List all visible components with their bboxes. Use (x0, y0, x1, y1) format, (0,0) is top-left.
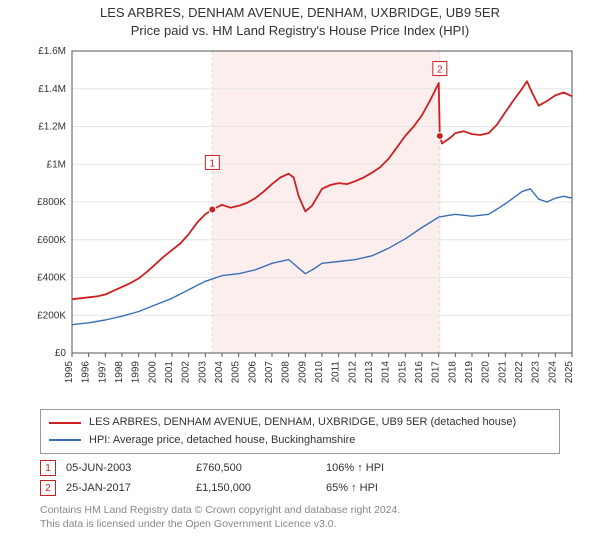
svg-text:£600K: £600K (37, 235, 66, 246)
svg-text:2007: 2007 (264, 361, 275, 384)
svg-text:2001: 2001 (164, 361, 175, 384)
svg-text:2014: 2014 (381, 361, 392, 384)
svg-text:2008: 2008 (281, 361, 292, 384)
marker-badge-1: 1 (40, 460, 56, 476)
svg-text:2024: 2024 (547, 361, 558, 384)
footer-attribution: Contains HM Land Registry data © Crown c… (40, 504, 560, 531)
footer-line-2: This data is licensed under the Open Gov… (40, 518, 337, 530)
svg-text:£0: £0 (55, 348, 67, 359)
svg-text:2015: 2015 (397, 361, 408, 384)
svg-text:2003: 2003 (197, 361, 208, 384)
svg-text:2012: 2012 (347, 361, 358, 384)
marker-badge-2: 2 (40, 480, 56, 496)
svg-text:2005: 2005 (231, 361, 242, 384)
chart-title: LES ARBRES, DENHAM AVENUE, DENHAM, UXBRI… (10, 4, 590, 39)
legend-row-2: HPI: Average price, detached house, Buck… (49, 432, 551, 450)
price-chart: £0 £200K £400K £600K £800K £1M £1.2M £1.4M £1.6M… (20, 43, 580, 403)
svg-text:2002: 2002 (181, 361, 192, 384)
svg-text:£400K: £400K (37, 273, 66, 284)
legend-swatch-1 (49, 422, 81, 424)
svg-text:£1M: £1M (47, 159, 66, 170)
legend-label-1: LES ARBRES, DENHAM AVENUE, DENHAM, UXBRI… (89, 414, 516, 432)
tx-pct: 65% ↑ HPI (326, 482, 446, 494)
svg-text:1996: 1996 (81, 361, 92, 384)
svg-text:2000: 2000 (147, 361, 158, 384)
svg-text:2022: 2022 (514, 361, 525, 384)
legend-row-1: LES ARBRES, DENHAM AVENUE, DENHAM, UXBRI… (49, 414, 551, 432)
svg-text:2025: 2025 (564, 361, 575, 384)
svg-text:1999: 1999 (131, 361, 142, 384)
svg-text:2004: 2004 (214, 361, 225, 384)
chart-svg: £0 £200K £400K £600K £800K £1M £1.2M £1.4M £1.6M… (20, 43, 580, 403)
svg-text:2016: 2016 (414, 361, 425, 384)
svg-text:2021: 2021 (497, 361, 508, 384)
svg-text:2023: 2023 (531, 361, 542, 384)
svg-text:£200K: £200K (37, 310, 66, 321)
svg-text:2009: 2009 (297, 361, 308, 384)
footer-line-1: Contains HM Land Registry data © Crown c… (40, 504, 400, 516)
legend-label-2: HPI: Average price, detached house, Buck… (89, 432, 355, 450)
svg-text:2020: 2020 (481, 361, 492, 384)
tx-price: £760,500 (196, 462, 316, 474)
tx-date: 25-JAN-2017 (66, 482, 186, 494)
svg-text:1: 1 (210, 159, 216, 170)
svg-text:1995: 1995 (64, 361, 75, 384)
tx-price: £1,150,000 (196, 482, 316, 494)
tx-date: 05-JUN-2003 (66, 462, 186, 474)
svg-text:2017: 2017 (431, 361, 442, 384)
svg-text:2010: 2010 (314, 361, 325, 384)
svg-text:2: 2 (437, 65, 443, 76)
legend-swatch-2 (49, 439, 81, 441)
svg-text:£800K: £800K (37, 197, 66, 208)
svg-text:£1.2M: £1.2M (38, 122, 66, 133)
svg-text:1998: 1998 (114, 361, 125, 384)
transaction-table: 1 05-JUN-2003 £760,500 106% ↑ HPI 2 25-J… (40, 458, 560, 498)
tx-pct: 106% ↑ HPI (326, 462, 446, 474)
svg-text:2013: 2013 (364, 361, 375, 384)
svg-text:2011: 2011 (331, 361, 342, 383)
svg-text:£1.6M: £1.6M (38, 46, 66, 57)
svg-text:£1.4M: £1.4M (38, 84, 66, 95)
svg-text:2019: 2019 (464, 361, 475, 384)
svg-text:2006: 2006 (247, 361, 258, 384)
legend: LES ARBRES, DENHAM AVENUE, DENHAM, UXBRI… (40, 409, 560, 454)
table-row: 2 25-JAN-2017 £1,150,000 65% ↑ HPI (40, 478, 560, 498)
svg-text:1997: 1997 (97, 361, 108, 384)
svg-text:2018: 2018 (447, 361, 458, 384)
title-line-2: Price paid vs. HM Land Registry's House … (131, 23, 469, 38)
title-line-1: LES ARBRES, DENHAM AVENUE, DENHAM, UXBRI… (100, 5, 500, 20)
table-row: 1 05-JUN-2003 £760,500 106% ↑ HPI (40, 458, 560, 478)
